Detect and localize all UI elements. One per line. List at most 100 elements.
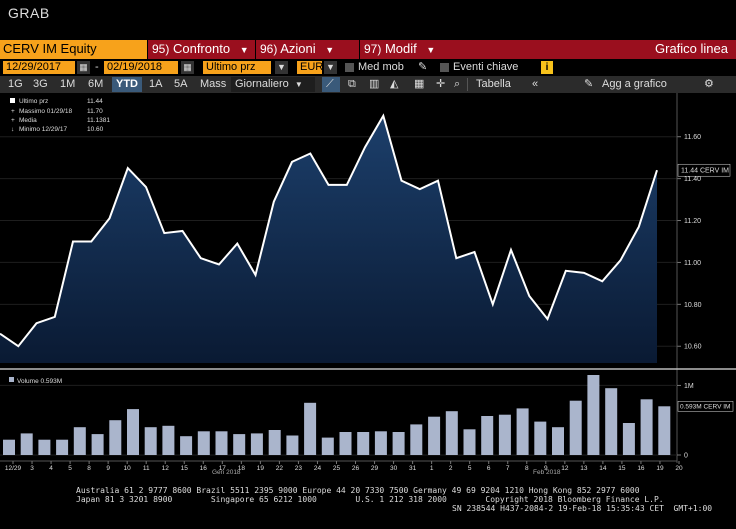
ticker-field[interactable]: CERV IM Equity [0, 40, 147, 59]
frequency-select[interactable]: Giornaliero ▼ [231, 77, 315, 92]
range-1m[interactable]: 1M [60, 78, 76, 90]
volume-bar [162, 425, 175, 455]
range-6m[interactable]: 6M [88, 78, 104, 90]
range-1g[interactable]: 1G [8, 78, 23, 90]
volume-bar [481, 416, 494, 455]
chevron-down-icon[interactable]: ▼ [275, 61, 288, 74]
x-tick-label: 13 [580, 465, 588, 472]
volume-bar [197, 431, 210, 455]
volume-bar [622, 423, 635, 455]
crosshair-icon[interactable]: ✛ [436, 78, 446, 90]
volume-bar [552, 427, 564, 455]
price-legend: Ultimo prz 11.44 + Massimo 01/29/18 11.7… [6, 96, 110, 136]
pencil-icon[interactable]: ✎ [418, 61, 428, 73]
volume-bar [605, 388, 618, 455]
x-tick-label: 2 [449, 465, 453, 472]
x-tick-label: 29 [371, 465, 379, 472]
view-title: Grafico linea [655, 41, 728, 56]
legend-min-label: Minimo 12/29/17 [19, 126, 67, 133]
volume-tag-box [677, 401, 734, 412]
info-icon[interactable]: i [541, 61, 553, 74]
x-tick-label: 15 [618, 465, 626, 472]
start-date-field[interactable]: 12/29/2017 [3, 61, 75, 74]
volume-bar [304, 402, 317, 455]
range-1a[interactable]: 1A [149, 78, 163, 90]
x-tick-label: 19 [257, 465, 265, 472]
legend-max-marker: + [11, 108, 15, 115]
bar-chart-icon[interactable]: ▥ [369, 78, 380, 90]
x-tick-label: 9 [544, 465, 548, 472]
date-separator: - [95, 61, 99, 73]
volume-bar [428, 416, 441, 455]
x-tick-label: 6 [487, 465, 491, 472]
chevron-down-icon[interactable]: ▼ [324, 61, 337, 74]
x-tick-label: 17 [219, 465, 227, 472]
legend-min-marker: ↓ [11, 126, 14, 133]
window-titlebar: GRAB [0, 0, 736, 38]
x-tick-label: 5 [468, 465, 472, 472]
compare-menu-label: Confronto [172, 41, 231, 56]
price-tick-label: 11.20 [684, 218, 701, 225]
command-bar: CERV IM Equity 95) Confronto ▼ 96) Azion… [0, 40, 736, 59]
volume-bar [215, 431, 228, 455]
range-bar: 1G 3G 1M 6M YTD 1A 5A Mass Giornaliero ▼… [0, 76, 736, 93]
legend-avg-marker: + [11, 117, 15, 124]
price-field-select[interactable]: Ultimo prz [203, 61, 271, 74]
actions-menu-number: 96) [260, 42, 278, 56]
divider [467, 78, 468, 91]
legend-max-label: Massimo 01/29/18 [19, 108, 72, 115]
gear-icon[interactable]: ⚙ [704, 78, 714, 90]
x-tick-label: 1 [430, 465, 434, 472]
x-tick-label: 12 [162, 465, 170, 472]
x-tick-label: 12 [561, 465, 569, 472]
legend-background [6, 96, 110, 136]
month-label-feb: Feb 2018 [533, 469, 561, 476]
x-tick-label: 5 [68, 465, 72, 472]
volume-bar [392, 432, 405, 455]
range-ytd[interactable]: YTD [112, 77, 142, 92]
end-date-field[interactable]: 02/19/2018 [104, 61, 178, 74]
x-tick-label: 8 [87, 465, 91, 472]
volume-bar [498, 414, 511, 455]
x-tick-label: 9 [106, 465, 110, 472]
volume-bar [463, 429, 476, 455]
x-tick-label: 4 [49, 465, 53, 472]
actions-menu[interactable]: 96) Azioni ▼ [255, 40, 359, 59]
calendar-icon[interactable]: ▦ [77, 61, 90, 74]
volume-bar [20, 433, 33, 455]
edit-menu[interactable]: 97) Modif ▼ [359, 40, 469, 59]
volume-bar [534, 421, 547, 455]
key-events-checkbox[interactable] [440, 63, 449, 72]
volume-bar [339, 432, 352, 455]
key-events-label: Eventi chiave [453, 61, 519, 73]
collapse-left-icon[interactable]: « [532, 78, 539, 90]
volume-bar [640, 399, 653, 455]
currency-select[interactable]: EUR [297, 61, 323, 74]
compare-lines-icon[interactable]: ⧉ [348, 78, 356, 90]
x-tick-label: 23 [295, 465, 303, 472]
volume-bar [445, 411, 458, 455]
range-max[interactable]: Mass [200, 78, 227, 90]
x-tick-label: 10 [124, 465, 132, 472]
line-chart-icon[interactable]: ⟋ [322, 77, 340, 92]
x-tick-label: 24 [314, 465, 322, 472]
calendar-icon[interactable]: ▦ [181, 61, 194, 74]
compare-menu[interactable]: 95) Confronto ▼ [147, 40, 255, 59]
pencil-icon[interactable]: ✎ [584, 78, 594, 90]
price-tick-label: 10.60 [684, 344, 702, 351]
range-3g[interactable]: 3G [33, 78, 48, 90]
moving-average-checkbox[interactable] [345, 63, 354, 72]
grid-icon[interactable]: ▦ [414, 78, 425, 90]
table-button[interactable]: Tabella [476, 78, 511, 90]
volume-bar [321, 437, 334, 455]
price-volume-chart[interactable]: 10.60 10.80 11.00 11.20 11.40 11.60 11.44 CER… [0, 93, 736, 484]
chevron-down-icon: ▼ [294, 80, 303, 89]
range-5a[interactable]: 5A [174, 78, 188, 90]
x-tick-label: 30 [390, 465, 398, 472]
legend-avg-label: Media [19, 117, 37, 124]
price-axis: 10.60 10.80 11.00 11.20 11.40 11.60 [677, 134, 702, 351]
add-to-chart-button[interactable]: Agg a grafico [602, 78, 667, 90]
mountain-icon[interactable]: ◭ [390, 78, 399, 90]
zoom-icon[interactable]: ⌕ [454, 78, 461, 90]
controls-bar: 12/29/2017 ▦ - 02/19/2018 ▦ Ultimo prz ▼… [0, 59, 736, 76]
